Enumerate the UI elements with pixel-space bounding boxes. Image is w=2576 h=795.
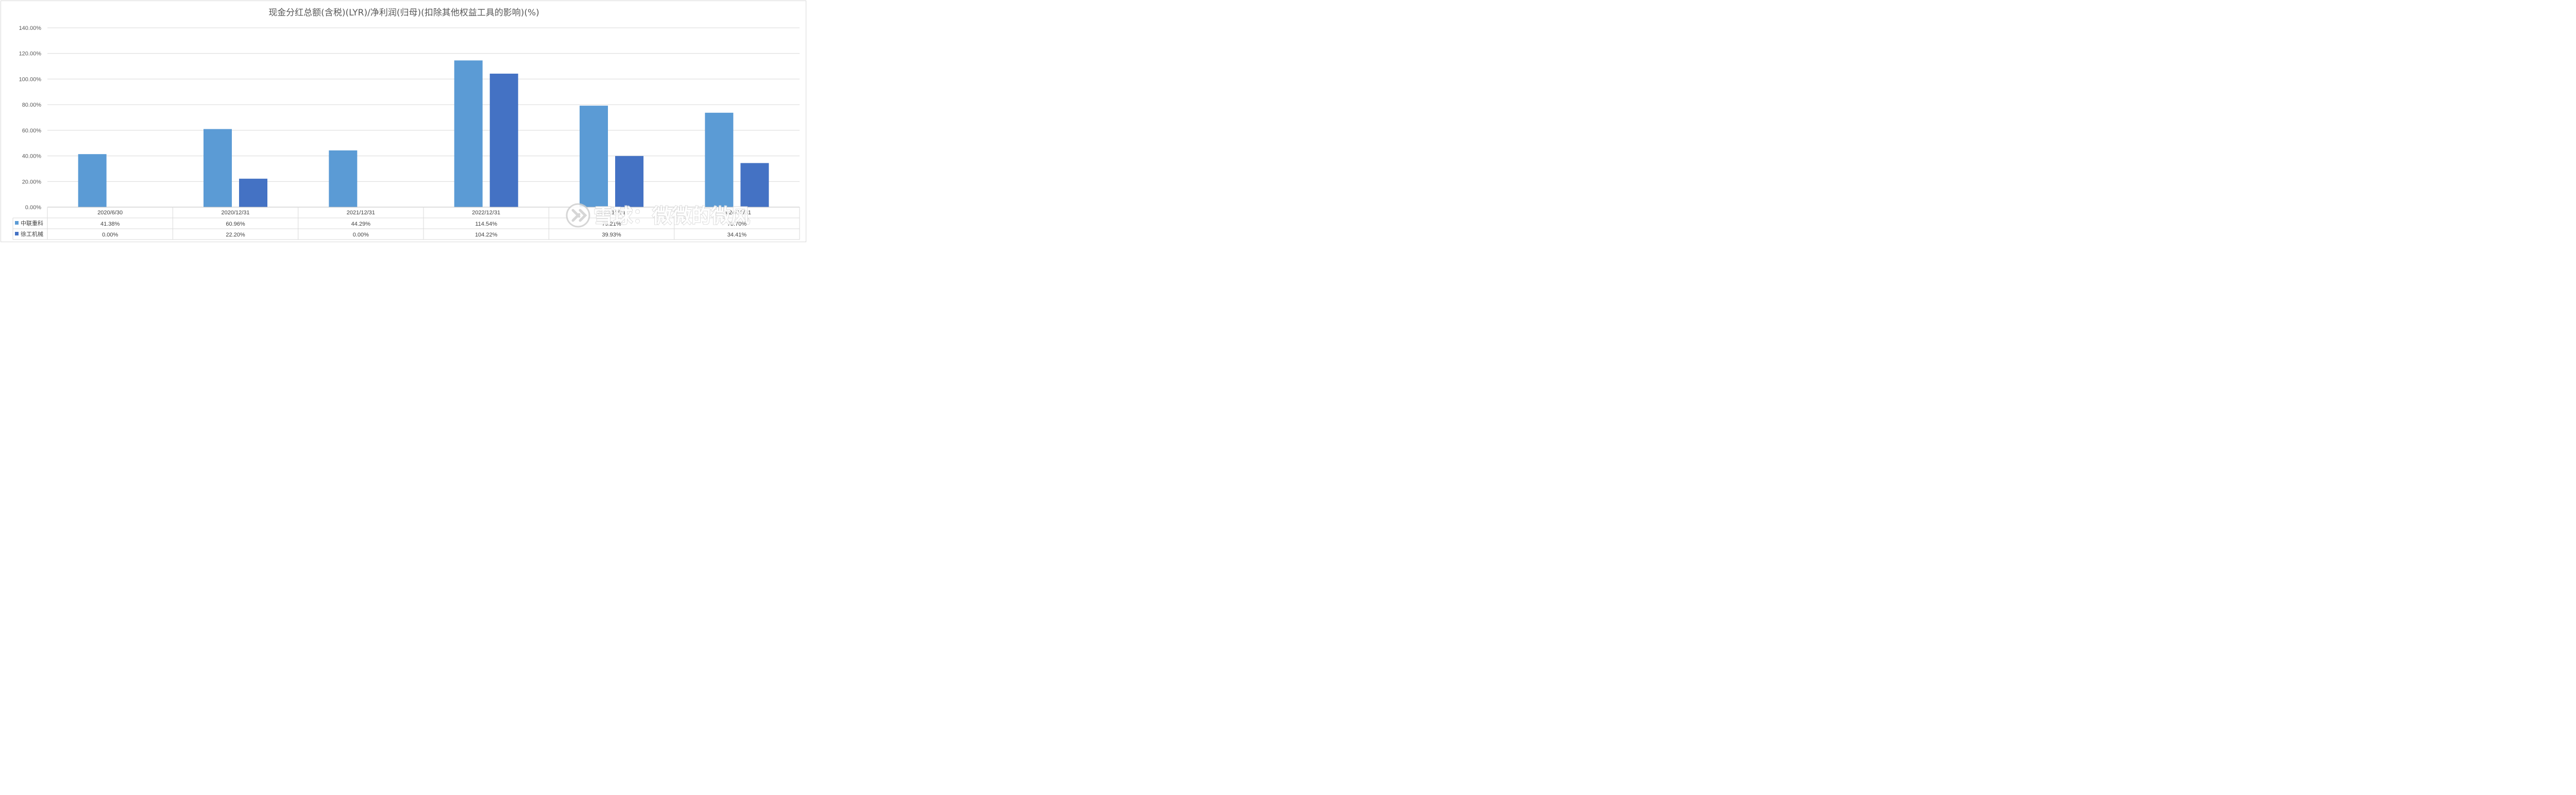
bar — [615, 156, 643, 207]
data-label: 41.38% — [100, 221, 120, 227]
x-tick-label: 2021/12/31 — [347, 210, 375, 216]
y-tick-label: 120.00% — [19, 51, 42, 57]
data-label: 104.22% — [475, 232, 498, 238]
data-label: 39.93% — [602, 232, 621, 238]
bar — [204, 129, 232, 207]
watermark: 雪球：微微的微风 — [566, 203, 751, 228]
data-label: 0.00% — [353, 232, 369, 238]
y-tick-label: 40.00% — [22, 154, 42, 160]
x-tick-label: 2023/12/31 — [597, 210, 625, 216]
x-tick-label: 2020/12/31 — [221, 210, 249, 216]
bar — [454, 60, 483, 207]
legend-label: 徐工机械 — [21, 230, 43, 238]
data-label: 79.21% — [602, 221, 621, 227]
chart-title: 现金分红总额(含税)(LYR)/净利润(归母)(扣除其他权益工具的影响)(%) — [268, 8, 539, 18]
bars — [78, 60, 769, 208]
y-tick-label: 60.00% — [22, 128, 42, 134]
y-tick-label: 80.00% — [22, 102, 42, 108]
legend-swatch — [15, 232, 19, 235]
data-label: 34.41% — [727, 232, 747, 238]
data-label: 22.20% — [226, 232, 245, 238]
y-tick-label: 100.00% — [19, 76, 42, 82]
gridlines — [47, 27, 800, 182]
legend-label: 中联重科 — [21, 219, 43, 227]
bar — [239, 178, 267, 207]
watermark-text: 雪球：微微的微风 — [594, 205, 750, 227]
legend-swatch — [15, 221, 19, 225]
x-tick-label: 2024/12/31 — [723, 210, 751, 216]
bar — [489, 73, 518, 208]
chart: 现金分红总额(含税)(LYR)/净利润(归母)(扣除其他权益工具的影响)(%) … — [12, 8, 800, 240]
y-tick-label: 140.00% — [19, 25, 42, 31]
bar — [705, 112, 734, 207]
bar — [78, 154, 107, 207]
x-tick-label: 2020/6/30 — [97, 210, 123, 216]
data-label: 44.29% — [351, 221, 371, 227]
data-label: 114.54% — [475, 221, 497, 227]
data-label: 60.96% — [226, 221, 245, 227]
bar — [740, 163, 769, 207]
chart-frame — [1, 1, 806, 242]
x-tick-label: 2022/12/31 — [472, 210, 500, 216]
y-tick-label: 20.00% — [22, 179, 42, 185]
y-axis-ticks: 0.00% 20.00% 40.00% 60.00% 80.00% 100.00% 120.… — [19, 25, 42, 211]
snowball-logo-icon — [566, 203, 590, 228]
y-tick-label: 0.00% — [25, 205, 41, 211]
bar — [580, 106, 608, 207]
data-label: 0.00% — [102, 232, 118, 238]
data-table: 2020/6/30 2020/12/31 2021/12/31 2022/12/31 2… — [12, 207, 800, 240]
bar — [329, 150, 358, 207]
data-label: 73.70% — [727, 221, 747, 227]
